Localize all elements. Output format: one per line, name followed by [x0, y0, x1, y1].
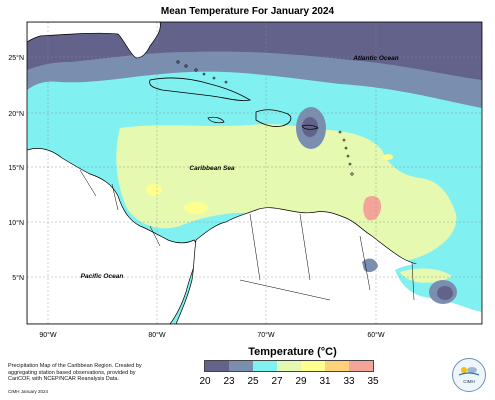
zone-29-31-c [383, 154, 393, 160]
zone-27-29 [116, 124, 457, 261]
label-atlantic-ocean: Atlantic Ocean [352, 55, 399, 62]
lat-label: 5°N [12, 274, 24, 282]
land-cuba [149, 77, 252, 101]
map-caption: Precipitation Map of the Caribbean Regio… [8, 363, 142, 382]
map-title: Mean Temperature For January 2024 [160, 6, 335, 17]
land-usa [27, 22, 161, 59]
land-hispaniola [255, 109, 292, 127]
legend-swatch-31-33 [325, 361, 349, 371]
lesser-antilles [338, 130, 354, 176]
legend-color-bar [204, 360, 374, 372]
zone-20-23-east [437, 286, 453, 300]
legend-title: Temperature (°C) [248, 346, 337, 358]
lat-label: 10°N [8, 219, 24, 227]
zone-20-23-pr [302, 117, 318, 137]
legend-tick-labels: 20 23 25 27 29 31 33 35 [194, 376, 384, 387]
land-central-america [27, 148, 201, 324]
legend-tick: 33 [343, 376, 355, 387]
land-jamaica [207, 116, 225, 124]
lat-label: 20°N [8, 110, 24, 118]
label-pacific-ocean: Pacific Ocean [81, 273, 124, 280]
legend-tick: 23 [223, 376, 235, 387]
legend-tick: 20 [199, 376, 211, 387]
lon-label: 60°W [367, 331, 385, 339]
logo-text: CIMH [463, 379, 475, 384]
legend-swatch-29-31 [301, 361, 325, 371]
zone-29-31-b [184, 202, 208, 214]
legend-swatch-33-35 [349, 361, 373, 371]
lat-label: 15°N [8, 164, 24, 172]
zone-29-31-a [146, 184, 162, 196]
lon-label: 80°W [148, 331, 166, 339]
legend-swatch-23-25 [229, 361, 253, 371]
land-south-america [175, 207, 482, 324]
lon-label: 70°W [257, 331, 275, 339]
map-credit: CIMH January 2024 [8, 389, 49, 394]
legend-swatch-25-27 [253, 361, 277, 371]
map-frame [26, 21, 483, 325]
lat-label: 25°N [8, 54, 24, 62]
bahamas-islands [176, 60, 228, 84]
legend-tick: 35 [367, 376, 379, 387]
legend-tick: 29 [295, 376, 307, 387]
legend-swatch-27-29 [277, 361, 301, 371]
legend-swatch-20-23 [205, 361, 229, 371]
label-caribbean-sea: Caribbean Sea [189, 165, 235, 172]
legend-tick: 25 [247, 376, 259, 387]
lon-label: 90°W [39, 331, 57, 339]
logo-emblem-icon [458, 367, 480, 376]
legend-tick: 27 [271, 376, 283, 387]
country-borders [79, 169, 415, 301]
cimh-logo: CIMH [452, 358, 486, 392]
zone-33-35 [363, 196, 382, 221]
legend-tick: 31 [319, 376, 331, 387]
land-puerto-rico [301, 124, 319, 130]
